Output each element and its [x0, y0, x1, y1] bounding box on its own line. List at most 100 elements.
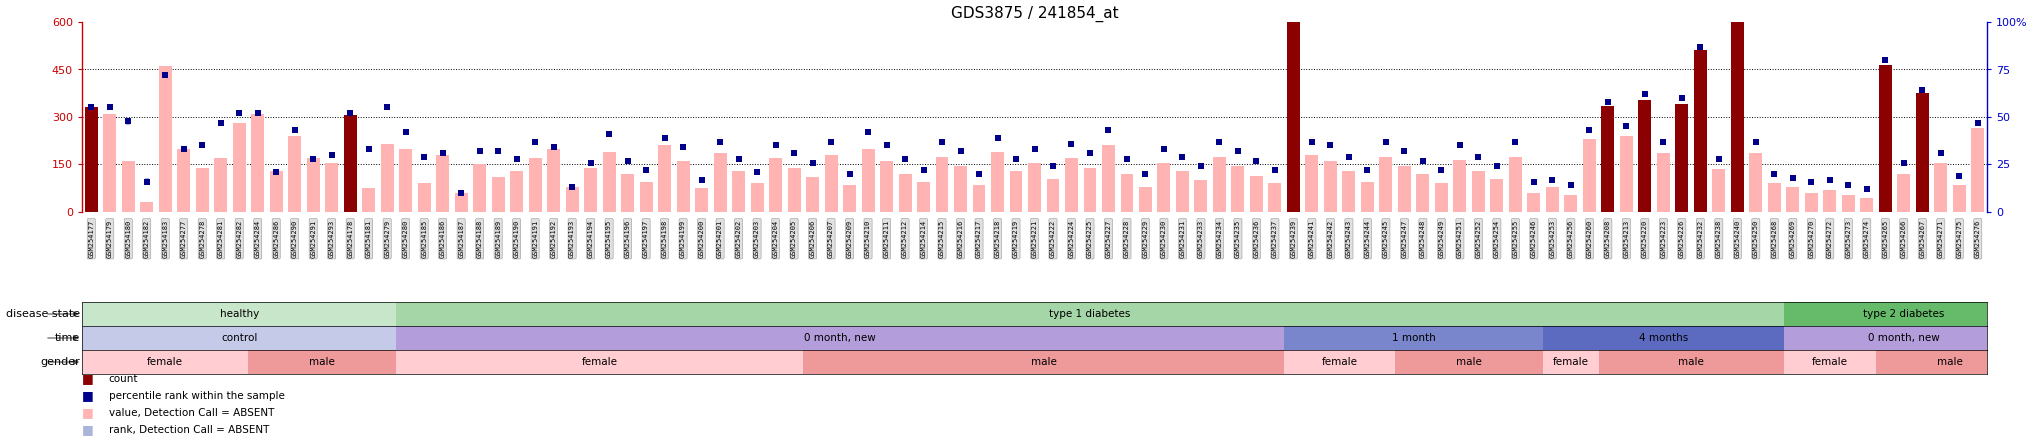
Point	[112, 120, 145, 127]
Text: type 2 diabetes: type 2 diabetes	[1862, 309, 1944, 319]
Bar	[1399, 166, 1411, 212]
Bar	[270, 171, 282, 212]
Point	[259, 169, 292, 176]
Point	[1166, 153, 1199, 160]
Point	[241, 110, 274, 117]
Point	[278, 127, 310, 134]
Point	[1813, 176, 1846, 183]
Bar	[676, 161, 690, 212]
Point	[1462, 153, 1495, 160]
Text: male: male	[1456, 357, 1482, 367]
Point	[1499, 139, 1532, 146]
Bar	[1544, 350, 1599, 374]
Text: ■: ■	[82, 389, 94, 403]
Bar	[1583, 139, 1597, 212]
Point	[537, 143, 570, 151]
Bar	[123, 161, 135, 212]
Bar	[1139, 186, 1152, 212]
Text: female: female	[1552, 357, 1589, 367]
Point	[1554, 182, 1587, 189]
Point	[1295, 138, 1327, 145]
Bar	[1342, 171, 1356, 212]
Text: ■: ■	[82, 373, 94, 385]
Point	[1480, 163, 1513, 170]
Point	[1389, 148, 1421, 155]
Bar	[1599, 350, 1783, 374]
Point	[1685, 43, 1717, 50]
Bar	[658, 146, 672, 212]
Point	[482, 147, 515, 154]
Bar	[1601, 106, 1615, 212]
Point	[704, 138, 737, 145]
Point	[408, 153, 441, 160]
Point	[1221, 148, 1254, 155]
Point	[1019, 146, 1052, 153]
Point	[167, 146, 200, 153]
Point	[186, 142, 218, 149]
Bar	[843, 185, 856, 212]
Point	[1333, 153, 1366, 160]
Bar	[1231, 166, 1244, 212]
Point	[353, 145, 386, 152]
Bar	[1380, 157, 1393, 212]
Point	[778, 150, 811, 157]
Text: female: female	[147, 357, 184, 367]
Point	[1092, 126, 1125, 133]
Point	[314, 151, 347, 159]
Point	[519, 138, 551, 145]
Bar	[990, 152, 1005, 212]
Bar	[82, 350, 249, 374]
Point	[1609, 123, 1642, 130]
Point	[980, 134, 1013, 141]
Text: value, Detection Call = ABSENT: value, Detection Call = ABSENT	[108, 408, 274, 418]
Point	[833, 170, 866, 178]
Point	[296, 155, 329, 163]
Point	[372, 104, 404, 111]
Point	[1056, 140, 1088, 147]
Point	[1001, 155, 1033, 163]
Point	[94, 104, 127, 111]
Text: 1 month: 1 month	[1393, 333, 1436, 343]
Point	[1148, 146, 1180, 153]
Point	[1389, 148, 1421, 155]
Point	[1499, 138, 1532, 145]
Point	[333, 110, 366, 117]
Point	[353, 146, 386, 153]
Point	[815, 137, 847, 144]
Point	[1517, 178, 1550, 186]
Bar	[807, 177, 819, 212]
Bar	[1860, 198, 1873, 212]
Point	[925, 138, 958, 145]
Bar	[86, 107, 98, 212]
Point	[1758, 170, 1791, 178]
Bar	[1066, 158, 1078, 212]
Bar	[1915, 93, 1930, 212]
Bar	[1656, 154, 1670, 212]
Point	[112, 117, 145, 124]
Point	[592, 131, 625, 138]
Point	[1239, 157, 1272, 164]
Bar	[1121, 174, 1133, 212]
Point	[537, 144, 570, 151]
Point	[1074, 150, 1107, 157]
Bar	[1284, 326, 1544, 350]
Point	[1425, 166, 1458, 174]
Point	[668, 143, 700, 151]
Point	[1203, 139, 1235, 146]
Point	[1407, 156, 1440, 163]
Point	[1648, 138, 1681, 145]
Bar	[1103, 146, 1115, 212]
Point	[1813, 177, 1846, 184]
Point	[1924, 150, 1956, 157]
Point	[241, 109, 274, 116]
Point	[390, 128, 423, 135]
Bar	[1213, 157, 1225, 212]
Text: male: male	[1679, 357, 1703, 367]
Point	[445, 190, 478, 197]
Point	[1905, 87, 1938, 94]
Point	[647, 135, 680, 142]
Bar	[510, 171, 523, 212]
Point	[647, 134, 680, 141]
Point	[1333, 153, 1366, 160]
Point	[372, 104, 404, 111]
